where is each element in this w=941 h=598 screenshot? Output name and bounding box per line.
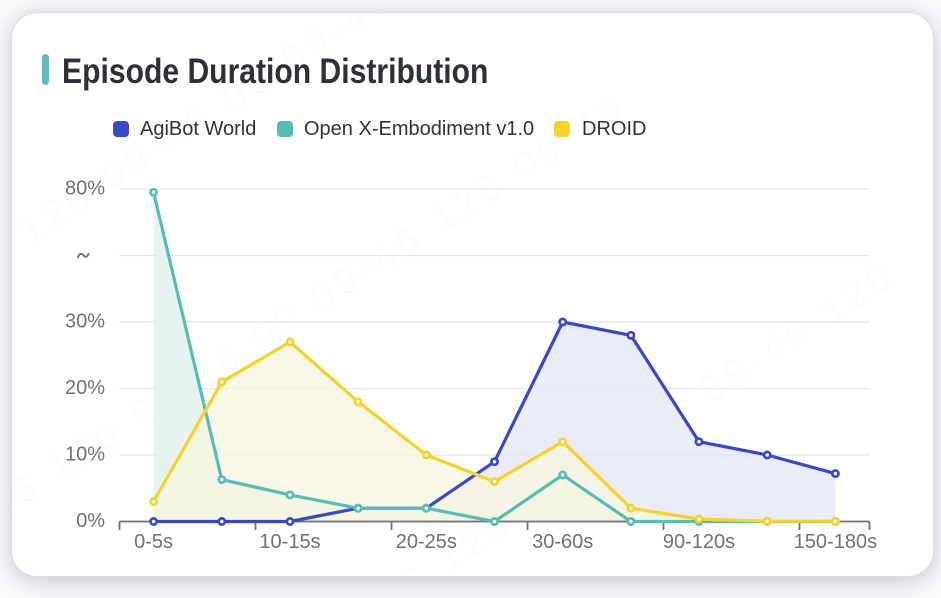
svg-text:10%: 10% <box>65 444 105 466</box>
svg-text:10-15s: 10-15s <box>259 531 320 553</box>
svg-text:0-5s: 0-5s <box>134 531 173 553</box>
svg-text:150-180s: 150-180s <box>794 531 877 553</box>
svg-text:30%: 30% <box>65 311 105 333</box>
svg-text:0%: 0% <box>76 510 105 532</box>
svg-text:90-120s: 90-120s <box>663 531 735 553</box>
svg-text:20%: 20% <box>65 377 105 399</box>
svg-text:30-60s: 30-60s <box>532 531 593 553</box>
svg-text:80%: 80% <box>65 178 105 200</box>
svg-text:20-25s: 20-25s <box>396 531 457 553</box>
